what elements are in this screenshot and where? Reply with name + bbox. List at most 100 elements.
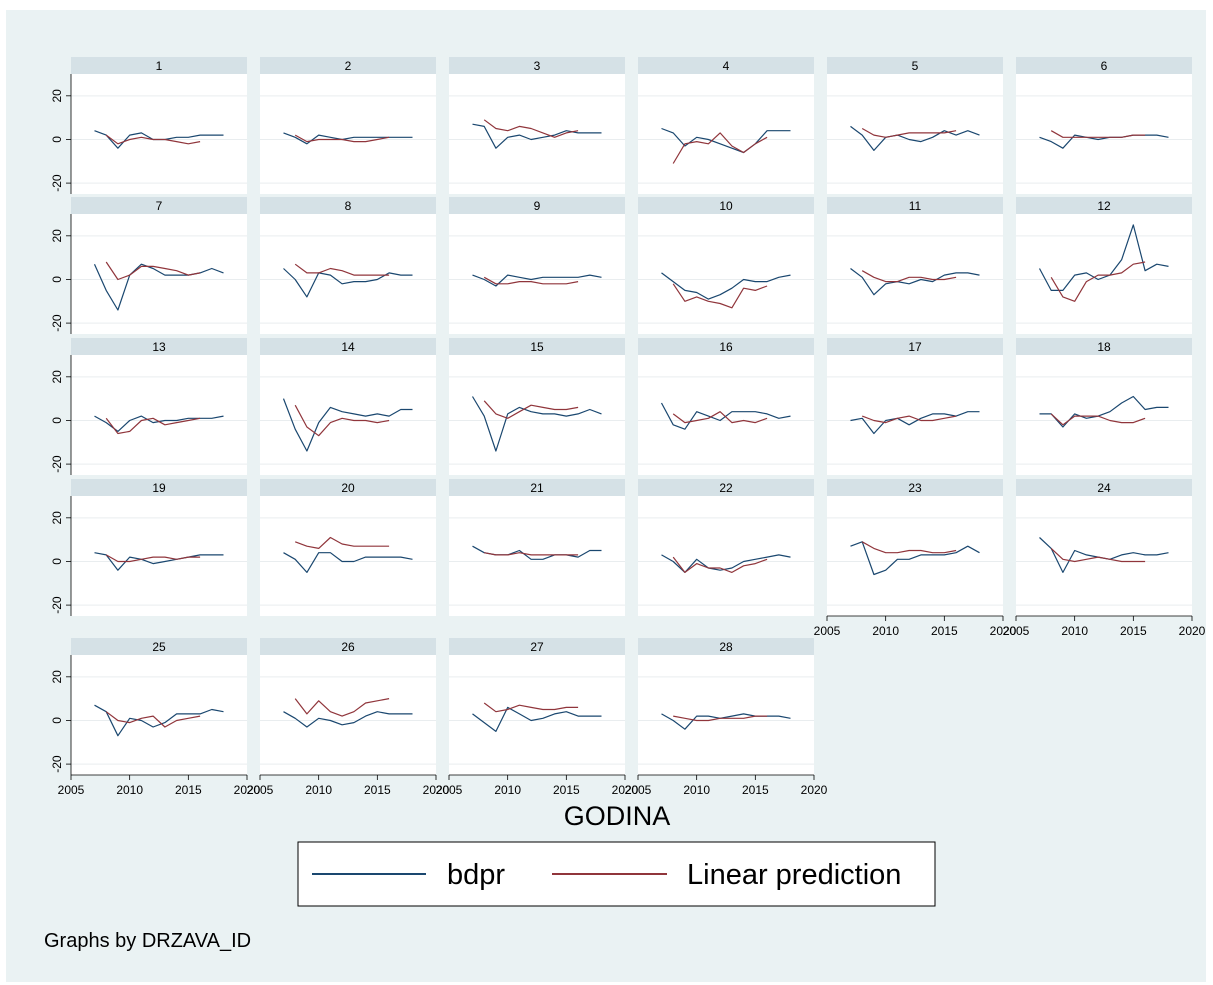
panel-13: 13 20 0 -20 [50,338,247,475]
panel-2: 2 [260,57,436,194]
panel-label: 24 [1097,481,1111,495]
panel-strip [260,338,436,355]
panel-strip [638,57,814,74]
panel-strip [1016,338,1192,355]
plot-area [827,355,1003,475]
legend-label-bdpr: bdpr [447,859,505,891]
plot-area [449,655,625,775]
bdpr-line [94,704,224,737]
linear-prediction-line [673,715,768,722]
plot-area [71,496,247,616]
linear-prediction-line [105,711,201,728]
panel-strip [260,197,436,214]
panel-strip [71,638,247,655]
panel-label: 21 [530,481,544,495]
linear-prediction-line [1050,413,1146,426]
panel-label: 15 [530,340,544,354]
plot-area [638,355,814,475]
y-tick-label: 20 [50,670,64,684]
x-tick-label: 2010 [305,783,332,797]
panel-25: 25 20 0 -20 2005 2010 2015 2020 [50,638,261,797]
linear-prediction-line [861,127,957,138]
x-tick-label: 2020 [801,783,828,797]
plot-area [260,355,436,475]
panel-15: 15 [449,338,625,475]
linear-prediction-line [105,554,201,563]
plot-area [449,74,625,194]
panel-label: 27 [530,640,544,654]
bdpr-line [471,396,602,452]
y-tick-label: 0 [50,136,64,143]
panel-18: 18 [1016,338,1192,475]
plot-area [449,214,625,334]
bdpr-line [1038,224,1169,291]
y-tick-label: 0 [50,276,64,283]
panel-strip [260,57,436,74]
panel-strip [449,338,625,355]
panel-strip [1016,57,1192,74]
plot-area [71,74,247,194]
panel-label: 16 [719,340,733,354]
panel-label: 12 [1097,199,1111,213]
bdpr-line [472,274,602,287]
plot-area [71,355,247,475]
linear-prediction-line [861,415,957,424]
plot-area [1016,496,1192,616]
linear-prediction-line [672,283,768,309]
panel-strip [260,479,436,496]
x-tick-label: 2010 [1061,624,1088,638]
y-tick-label: -20 [50,455,64,473]
x-tick-label: 2015 [931,624,958,638]
linear-prediction-line [1050,547,1146,563]
plot-area [638,655,814,775]
x-tick-label: 2005 [1003,624,1030,638]
panel-label: 17 [908,340,922,354]
panel-strip [71,197,247,214]
x-tick-label: 2010 [494,783,521,797]
plot-area [1016,74,1192,194]
panel-16: 16 [638,338,814,475]
linear-prediction-line [484,552,579,556]
panel-20: 20 [260,479,436,616]
y-tick-label: -20 [50,755,64,773]
plot-area [260,655,436,775]
plot-area [260,74,436,194]
panel-strip [449,197,625,214]
panel-label: 22 [719,481,733,495]
linear-prediction-line [1050,130,1146,138]
x-tick-label: 2015 [175,783,202,797]
linear-prediction-line [672,556,768,573]
panel-label: 20 [341,481,355,495]
y-tick-label: 0 [50,717,64,724]
panel-10: 10 [638,197,814,334]
panel-strip [71,338,247,355]
linear-prediction-line [105,134,201,145]
y-tick-label: -20 [50,174,64,192]
panel-strip [827,57,1003,74]
panel-strip [638,197,814,214]
panel-label: 7 [156,199,163,213]
panel-strip [71,57,247,74]
y-tick-label: 20 [50,511,64,525]
x-tick-label: 2005 [625,783,652,797]
plot-area [827,496,1003,616]
plot-area [638,214,814,334]
y-tick-label: 20 [50,370,64,384]
linear-prediction-line [672,411,768,424]
bdpr-line [661,272,791,300]
panel-strip [449,638,625,655]
bdpr-line [660,402,791,430]
linear-prediction-line [483,400,579,419]
bdpr-line [661,127,791,154]
x-tick-label: 2020 [423,783,450,797]
panel-strip [1016,197,1192,214]
x-axis-title: GODINA [564,801,671,831]
plot-area [827,74,1003,194]
linear-prediction-line [672,132,768,164]
panel-4: 4 [638,57,814,194]
linear-prediction-line [294,698,390,717]
panel-8: 8 [260,197,436,334]
panel-label: 1 [156,59,163,73]
panel-26: 26 2005 2010 2015 2020 [247,638,450,797]
